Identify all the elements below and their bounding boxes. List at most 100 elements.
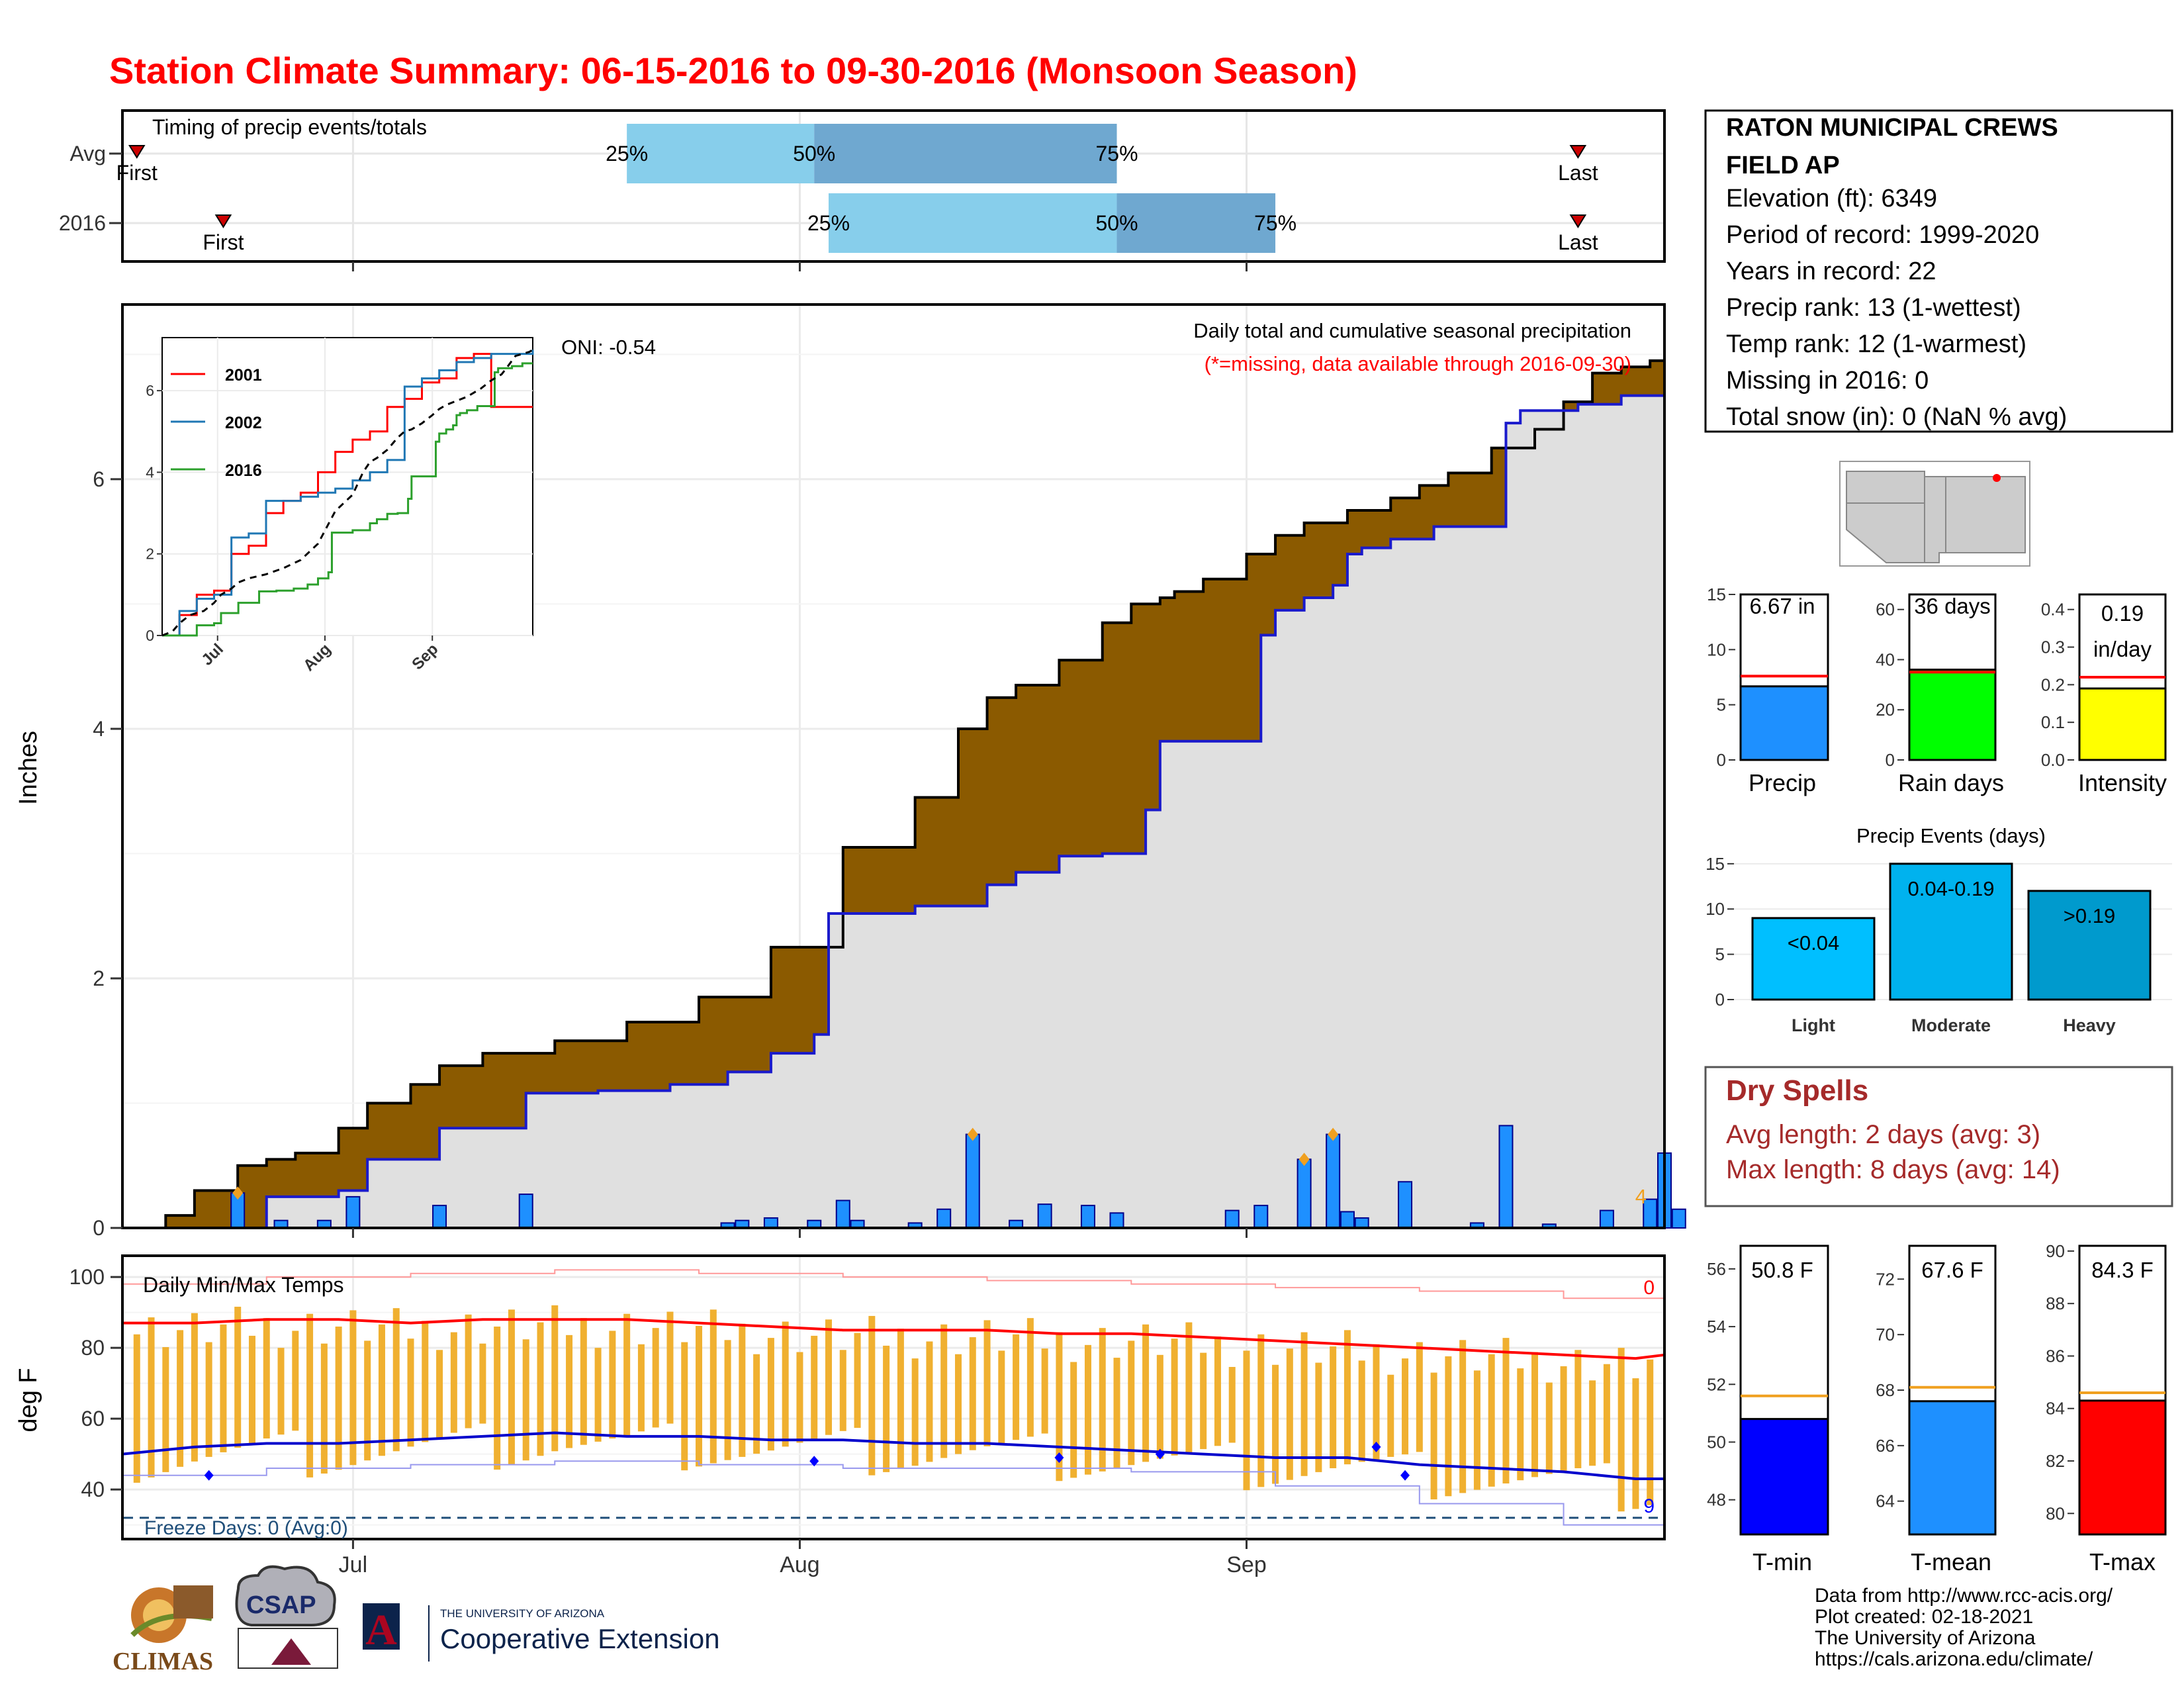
ua-letter: A xyxy=(365,1606,397,1654)
summary-raindays-value: 36 days xyxy=(1914,594,1991,618)
legend-2002: 2002 xyxy=(225,414,262,432)
temp-range-bar xyxy=(940,1324,948,1458)
events-category-label: Heavy xyxy=(2063,1015,2116,1035)
temp-lines xyxy=(122,1269,1665,1526)
tmin-summary-y-tick-label: 48 xyxy=(1707,1490,1726,1510)
station-elevation: Elevation (ft): 6349 xyxy=(1726,185,1937,212)
temp-range-bar xyxy=(1632,1378,1639,1509)
temp-range-bar xyxy=(234,1307,242,1448)
temp-range-bar xyxy=(1560,1366,1567,1471)
temp-range-bar xyxy=(450,1332,457,1433)
temp-range-bar xyxy=(854,1333,861,1429)
daily-precip-bar xyxy=(518,1194,533,1229)
temp-range-bar xyxy=(133,1334,140,1483)
temp-range-bar xyxy=(263,1318,270,1439)
temp-range-bar xyxy=(954,1354,962,1454)
temp-range-bar xyxy=(1402,1358,1409,1455)
daily-precip-bar xyxy=(345,1196,361,1229)
record-low-marker xyxy=(1371,1441,1381,1452)
temp-range-bar xyxy=(1286,1348,1293,1480)
events-category-label: Moderate xyxy=(1911,1015,1991,1035)
tmean-summary-y-tick-label: 68 xyxy=(1876,1380,1895,1400)
temp-range-bar xyxy=(709,1309,717,1464)
timing-bar-q1 xyxy=(829,193,1117,253)
daily-precip-bar xyxy=(1326,1133,1341,1229)
intensity-summary-y-tick-label: 0.4 xyxy=(2041,600,2065,620)
intensity-summary-bar xyxy=(2078,687,2167,761)
locator-map xyxy=(1839,461,2030,567)
precip-summary-y-tick-label: 10 xyxy=(1707,639,1726,659)
page-title: Station Climate Summary: 06-15-2016 to 0… xyxy=(109,50,1357,91)
temp-panel: 40 60 80 100 deg F Daily Min/Max Temps Free… xyxy=(15,1254,1666,1577)
temp-y-tick-label: 40 xyxy=(81,1477,105,1501)
precip-y-tick-label: 4 xyxy=(93,717,105,741)
timing-pct-label: 75% xyxy=(1095,142,1138,165)
temp-range-bar xyxy=(580,1318,587,1445)
temp-range-bar xyxy=(162,1347,169,1472)
timing-bar-q1 xyxy=(627,124,815,183)
credit-source: Data from http://www.rcc-acis.org/ xyxy=(1815,1585,2113,1607)
tmin-summary-bar xyxy=(1739,1418,1829,1536)
temp-range-bar xyxy=(364,1340,371,1461)
events-y-tick-label: 5 xyxy=(1715,945,1725,964)
events-bar-moderate xyxy=(1889,863,2013,1001)
timing-pct-label: 25% xyxy=(606,142,648,165)
summary-raindays-label: Rain days xyxy=(1898,769,2004,796)
temp-range-bar xyxy=(609,1331,616,1439)
temp-range-bar xyxy=(1574,1350,1582,1468)
inset-y-tick-label: 4 xyxy=(146,463,154,481)
daily-precip-bar xyxy=(1253,1205,1269,1229)
temp-range-bar xyxy=(1459,1340,1467,1493)
temp-range-bar xyxy=(1617,1348,1625,1512)
precip-cumulative-areas xyxy=(122,354,1666,1229)
temp-range-bar xyxy=(148,1317,155,1477)
temp-range-bar xyxy=(681,1342,688,1471)
tmean-value: 67.6 F xyxy=(1921,1258,1983,1282)
tmin-summary-y-tick-label: 52 xyxy=(1707,1374,1726,1394)
events-title: Precip Events (days) xyxy=(1856,824,2046,847)
ua-small-text: THE UNIVERSITY OF ARIZONA xyxy=(440,1607,605,1620)
timing-first-label: First xyxy=(203,230,244,254)
avg-cumulative-line xyxy=(122,354,1666,1229)
daily-precip-bar xyxy=(1599,1209,1614,1229)
timing-first-label: First xyxy=(116,161,158,185)
temp-range-bar xyxy=(1128,1340,1135,1466)
tmax-summary-y-tick-label: 82 xyxy=(2046,1451,2065,1471)
raindays-summary-y-tick-label: 20 xyxy=(1876,700,1895,720)
timing-last-marker xyxy=(1569,145,1587,159)
temp-range-bar xyxy=(320,1343,328,1474)
temp-y-label: deg F xyxy=(15,1368,42,1432)
temp-range-bar xyxy=(1185,1322,1193,1452)
precip-panel: 0 2 4 6 Inches Daily total and cumulative s… xyxy=(15,303,1686,1240)
temp-range-bar xyxy=(1113,1358,1120,1468)
events-bar-light xyxy=(1751,917,1876,1001)
daily-precip-bar xyxy=(1109,1212,1124,1229)
record-low-marker xyxy=(204,1470,214,1481)
temp-range-bar xyxy=(407,1338,414,1447)
temp-range-bar xyxy=(696,1325,703,1467)
temp-range-bar xyxy=(537,1322,544,1456)
dry-spells-max: Max length: 8 days (avg: 14) xyxy=(1726,1155,2060,1184)
station-period: Period of record: 1999-2020 xyxy=(1726,221,2039,249)
timing-pct-label: 75% xyxy=(1254,211,1297,235)
temp-range-bar xyxy=(767,1338,774,1451)
temp-range-bar xyxy=(1041,1348,1048,1434)
temp-range-bar xyxy=(796,1352,803,1443)
temp-range-bar xyxy=(739,1323,746,1457)
temp-range-bar xyxy=(1156,1354,1163,1459)
daily-precip-marker xyxy=(1298,1152,1310,1166)
temp-range-bar xyxy=(177,1330,184,1467)
tmin-value: 50.8 F xyxy=(1751,1258,1813,1282)
csap-logo: CSAP xyxy=(235,1565,338,1669)
daily-precip-bar xyxy=(1080,1205,1095,1229)
raindays-summary-bar xyxy=(1908,669,1997,761)
temp-range-bar xyxy=(1272,1364,1279,1484)
tmax-summary-y-tick-label: 90 xyxy=(2046,1241,2065,1261)
temp-range-bar xyxy=(1647,1359,1654,1505)
daily-precip-marker xyxy=(1328,1127,1339,1141)
daily-precip-bar xyxy=(763,1217,778,1229)
record-low-marker xyxy=(1054,1452,1064,1463)
credit-url: https://cals.arizona.edu/climate/ xyxy=(1815,1648,2093,1670)
month-tick-label: Sep xyxy=(1226,1552,1267,1577)
precip-summary-y-tick-label: 0 xyxy=(1717,750,1726,770)
